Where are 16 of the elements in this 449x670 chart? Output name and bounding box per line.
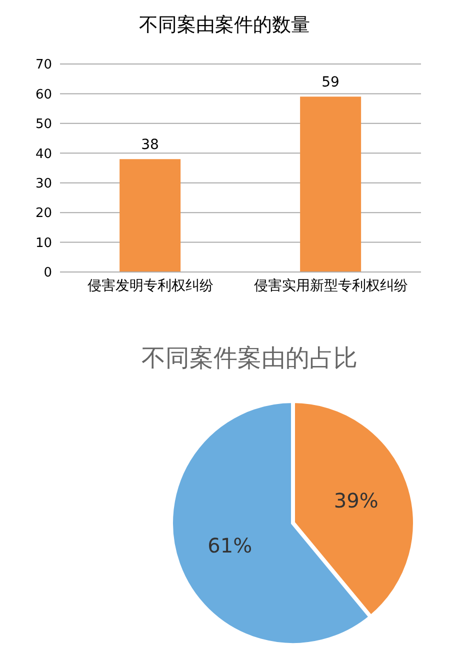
y-tick-label: 70 bbox=[35, 58, 52, 73]
x-tick-label: 侵害实用新型专利权纠纷 bbox=[254, 278, 408, 294]
y-tick-label: 40 bbox=[35, 146, 52, 162]
data-label: 61% bbox=[208, 534, 252, 558]
y-tick-label: 0 bbox=[44, 266, 52, 281]
y-tick-label: 20 bbox=[35, 206, 52, 222]
y-tick-label: 60 bbox=[35, 87, 52, 102]
data-label: 39% bbox=[334, 488, 378, 512]
y-tick-label: 50 bbox=[35, 117, 52, 132]
x-tick-label: 侵害发明专利权纠纷 bbox=[87, 278, 214, 294]
chart-title: 不同案由案件的数量 bbox=[138, 13, 311, 38]
data-label: 38 bbox=[141, 137, 159, 154]
y-tick-label: 10 bbox=[35, 236, 52, 251]
chart-title: 不同案件案由的占比 bbox=[140, 343, 358, 374]
y-tick-label: 30 bbox=[35, 176, 52, 192]
data-label: 59 bbox=[322, 74, 340, 91]
